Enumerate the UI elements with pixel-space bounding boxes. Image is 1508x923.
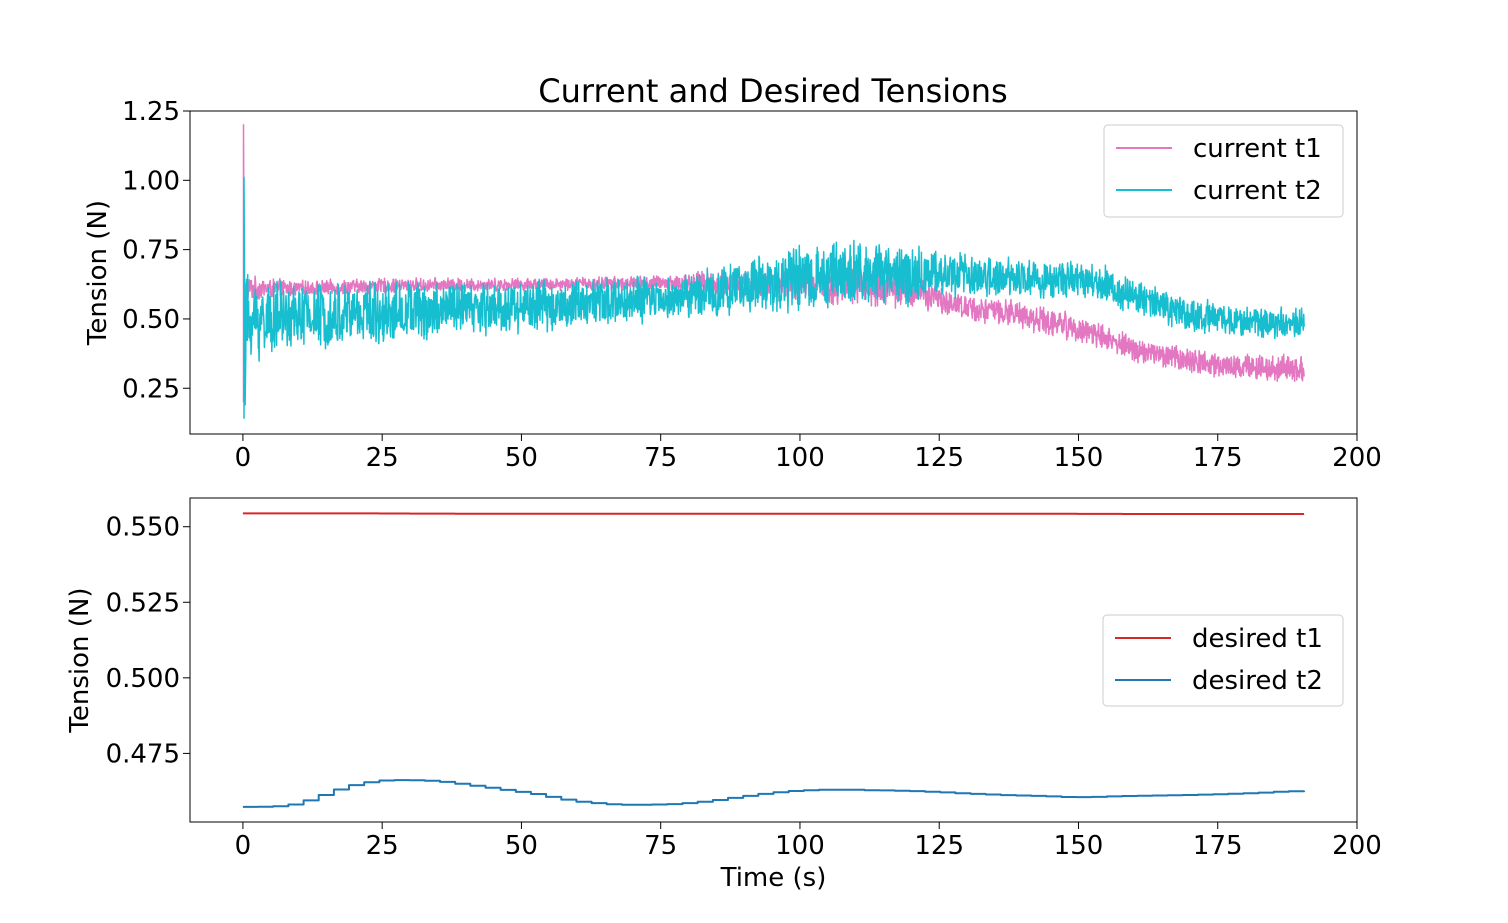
y-tick-label: 0.75 bbox=[122, 236, 180, 266]
x-tick-label: 50 bbox=[505, 831, 538, 861]
top-panel-current-tensions: 0 25 50 75 100 125 150 175 200 0.25 0.50 0.75 1.00 1.… bbox=[83, 97, 1382, 473]
legend-label: current t2 bbox=[1193, 176, 1322, 206]
bottom-panel-desired-tensions: 0 25 50 75 100 125 150 175 200 0.475 0.500 0.525 0.5… bbox=[65, 497, 1382, 893]
x-tick-label: 0 bbox=[235, 831, 252, 861]
legend: current t1 current t2 bbox=[1103, 124, 1344, 218]
x-tick-label: 125 bbox=[914, 443, 964, 473]
x-tick-label: 200 bbox=[1332, 443, 1382, 473]
x-tick-label: 75 bbox=[644, 831, 677, 861]
y-tick-label: 0.525 bbox=[106, 588, 180, 618]
x-tick-label: 75 bbox=[644, 443, 677, 473]
x-tick-label: 150 bbox=[1054, 443, 1104, 473]
x-tick-label: 25 bbox=[366, 443, 399, 473]
x-tick-label: 175 bbox=[1193, 831, 1243, 861]
series-line-desired-t2 bbox=[242, 779, 1306, 808]
plot-area bbox=[242, 512, 1306, 808]
x-tick-label: 125 bbox=[914, 831, 964, 861]
plot-area bbox=[242, 124, 1305, 419]
chart-title: Current and Desired Tensions bbox=[538, 72, 1007, 110]
x-tick-label: 25 bbox=[366, 831, 399, 861]
x-axis-label: Time (s) bbox=[720, 863, 827, 893]
series-line-current-t2 bbox=[243, 176, 1305, 419]
x-tick-label: 50 bbox=[505, 443, 538, 473]
legend-label: desired t2 bbox=[1192, 666, 1323, 696]
y-tick-label: 0.25 bbox=[122, 374, 180, 404]
y-axis-label: Tension (N) bbox=[65, 587, 95, 733]
axes-frame bbox=[189, 110, 1358, 435]
legend-label: current t1 bbox=[1193, 134, 1322, 164]
y-axis-label: Tension (N) bbox=[83, 200, 113, 346]
y-tick-label: 0.550 bbox=[106, 513, 180, 543]
axes-frame bbox=[189, 497, 1358, 823]
y-tick-label: 0.500 bbox=[106, 664, 180, 694]
x-tick-label: 100 bbox=[775, 831, 825, 861]
series-line-desired-t1 bbox=[242, 512, 1305, 515]
x-tick-label: 100 bbox=[775, 443, 825, 473]
legend-label: desired t1 bbox=[1192, 624, 1323, 654]
x-tick-label: 175 bbox=[1193, 443, 1243, 473]
y-tick-label: 0.475 bbox=[106, 739, 180, 769]
x-tick-label: 150 bbox=[1054, 831, 1104, 861]
x-tick-label: 200 bbox=[1332, 831, 1382, 861]
y-tick-label: 1.00 bbox=[122, 166, 180, 196]
y-tick-label: 1.25 bbox=[122, 97, 180, 127]
y-tick-label: 0.50 bbox=[122, 305, 180, 335]
x-tick-label: 0 bbox=[235, 443, 252, 473]
legend: desired t1 desired t2 bbox=[1102, 614, 1344, 707]
